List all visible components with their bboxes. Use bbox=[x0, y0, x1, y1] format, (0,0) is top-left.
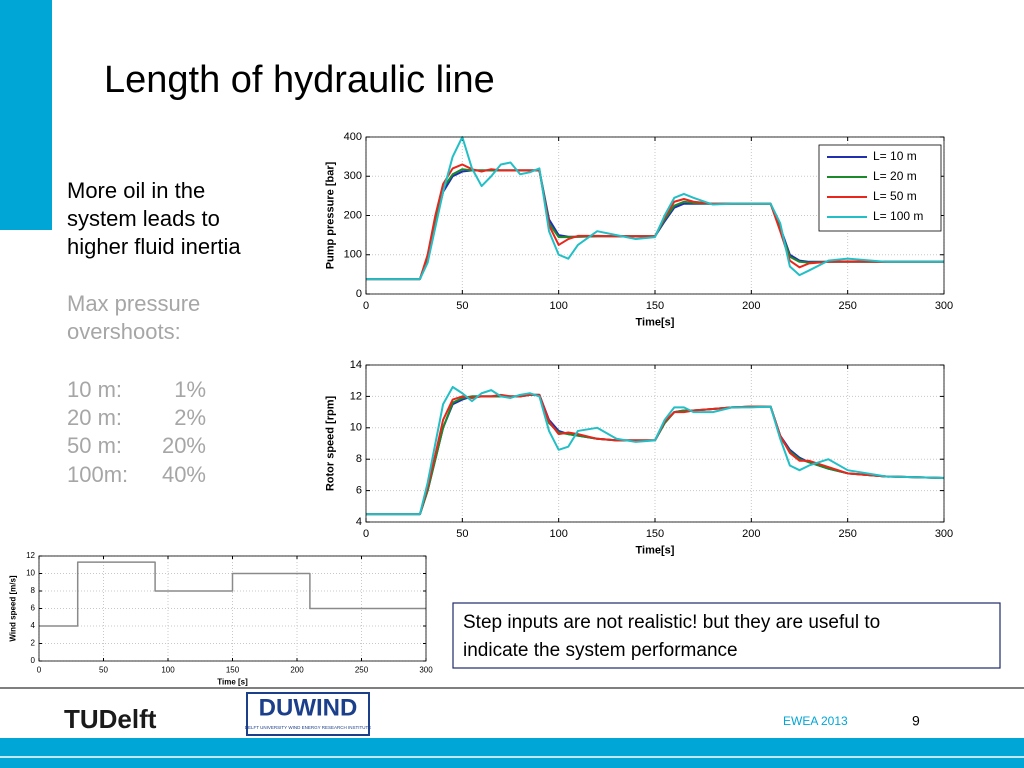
accent-bar bbox=[0, 0, 52, 230]
overshoot-value: 1% bbox=[174, 377, 206, 402]
y-axis-label: Rotor speed [rpm] bbox=[325, 395, 337, 491]
y-tick-label: 200 bbox=[344, 209, 362, 221]
x-tick-label: 250 bbox=[838, 300, 856, 312]
note-text: indicate the system performance bbox=[463, 640, 738, 661]
body-line: More oil in the bbox=[67, 178, 205, 203]
x-axis-label: Time[s] bbox=[636, 316, 675, 328]
subheading: Max pressure bbox=[67, 291, 200, 316]
y-tick-label: 8 bbox=[31, 586, 36, 595]
legend-label: L= 20 m bbox=[873, 169, 917, 183]
page-number: 9 bbox=[912, 713, 920, 729]
logo-frame bbox=[246, 692, 370, 736]
y-tick-label: 6 bbox=[31, 604, 36, 613]
x-axis-label: Time[s] bbox=[636, 544, 675, 556]
overshoot-label: 20 m: bbox=[67, 405, 122, 430]
x-tick-label: 150 bbox=[646, 528, 664, 540]
slide-title: Length of hydraulic line bbox=[104, 59, 495, 101]
note-box bbox=[452, 602, 1001, 669]
x-tick-label: 300 bbox=[935, 528, 953, 540]
x-tick-label: 300 bbox=[935, 300, 953, 312]
x-tick-label: 100 bbox=[549, 300, 567, 312]
y-tick-label: 400 bbox=[344, 131, 362, 143]
logo-duwind-sub: DELFT UNIVERSITY WIND ENERGY RESEARCH IN… bbox=[245, 725, 372, 730]
overshoot-value: 2% bbox=[174, 405, 206, 430]
x-tick-label: 100 bbox=[549, 528, 567, 540]
legend-label: L= 50 m bbox=[873, 189, 917, 203]
y-tick-label: 14 bbox=[350, 359, 362, 371]
series-line bbox=[366, 136, 944, 281]
x-tick-label: 50 bbox=[99, 665, 108, 674]
x-tick-label: 50 bbox=[456, 528, 468, 540]
x-tick-label: 50 bbox=[456, 300, 468, 312]
y-tick-label: 100 bbox=[344, 249, 362, 261]
plot-frame bbox=[365, 136, 945, 295]
legend-label: L= 100 m bbox=[873, 209, 923, 223]
series-line bbox=[39, 561, 426, 627]
y-tick-label: 8 bbox=[356, 453, 362, 465]
x-tick-label: 0 bbox=[37, 665, 42, 674]
series-line bbox=[366, 385, 945, 516]
overshoot-label: 10 m: bbox=[67, 377, 122, 402]
x-tick-label: 0 bbox=[363, 300, 369, 312]
body-line: higher fluid inertia bbox=[67, 234, 241, 259]
x-tick-label: 0 bbox=[363, 528, 369, 540]
body-line: system leads to bbox=[67, 206, 220, 231]
y-axis-label: Pump pressure [bar] bbox=[325, 161, 337, 269]
y-tick-label: 0 bbox=[356, 288, 362, 300]
subheading: overshoots: bbox=[67, 319, 181, 344]
x-tick-label: 150 bbox=[646, 300, 664, 312]
y-axis-label: Wind speed [m/s] bbox=[9, 575, 18, 641]
x-tick-label: 250 bbox=[355, 665, 369, 674]
y-tick-label: 4 bbox=[356, 516, 362, 528]
x-tick-label: 300 bbox=[419, 665, 433, 674]
y-tick-label: 0 bbox=[31, 656, 36, 665]
y-tick-label: 300 bbox=[344, 170, 362, 182]
y-tick-label: 10 bbox=[26, 569, 35, 578]
x-tick-label: 250 bbox=[838, 528, 856, 540]
plot-frame bbox=[365, 364, 945, 523]
footer-band bbox=[0, 738, 1024, 768]
y-tick-label: 6 bbox=[356, 485, 362, 497]
note-text: Step inputs are not realistic! but they … bbox=[463, 612, 880, 633]
y-tick-label: 4 bbox=[31, 621, 36, 630]
event-label: EWEA 2013 bbox=[783, 714, 848, 728]
x-tick-label: 150 bbox=[226, 665, 240, 674]
overshoot-label: 50 m: bbox=[67, 433, 122, 458]
x-tick-label: 200 bbox=[290, 665, 304, 674]
overshoot-value: 20% bbox=[162, 433, 206, 458]
legend-label: L= 10 m bbox=[873, 149, 917, 163]
x-tick-label: 200 bbox=[742, 300, 760, 312]
logo-duwind: DUWIND bbox=[259, 694, 358, 721]
overshoot-label: 100m: bbox=[67, 462, 128, 487]
plot-frame bbox=[38, 555, 427, 662]
y-tick-label: 12 bbox=[350, 390, 362, 402]
x-tick-label: 100 bbox=[161, 665, 175, 674]
x-axis-label: Time [s] bbox=[217, 677, 248, 686]
x-tick-label: 200 bbox=[742, 528, 760, 540]
y-tick-label: 10 bbox=[350, 422, 362, 434]
overshoot-value: 40% bbox=[162, 462, 206, 487]
y-tick-label: 2 bbox=[31, 639, 36, 648]
y-tick-label: 12 bbox=[26, 551, 35, 560]
logo-tudelft: TUDelft bbox=[64, 704, 157, 734]
